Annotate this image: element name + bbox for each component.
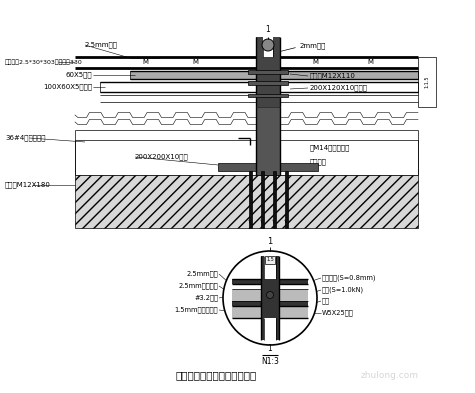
- Text: 100X60X5角钢柱: 100X60X5角钢柱: [43, 84, 92, 90]
- Text: 60X5钢板: 60X5钢板: [66, 72, 92, 78]
- Bar: [263, 37, 273, 57]
- Text: 36#4级钢角钢柱: 36#4级钢角钢柱: [5, 135, 46, 141]
- Text: zhulong.com: zhulong.com: [361, 371, 419, 380]
- Text: M: M: [367, 59, 373, 66]
- Text: M: M: [142, 59, 148, 66]
- Text: M: M: [312, 59, 318, 66]
- Circle shape: [262, 39, 274, 51]
- Text: 2mm牛板: 2mm牛板: [300, 43, 326, 49]
- Bar: [256, 37, 280, 107]
- Text: 1.5mm钢钢钢钢钢: 1.5mm钢钢钢钢钢: [174, 307, 218, 313]
- Text: 钢板: 钢板: [322, 298, 330, 304]
- Bar: [265, 256, 275, 264]
- Bar: [248, 94, 288, 97]
- Circle shape: [266, 292, 274, 299]
- Bar: [264, 256, 276, 279]
- Text: 石墨钢M12X110: 石墨钢M12X110: [310, 73, 356, 79]
- Text: 1:1.5: 1:1.5: [425, 76, 429, 88]
- Bar: [285, 171, 287, 228]
- Bar: [248, 171, 251, 228]
- Text: 1.5: 1.5: [266, 257, 274, 262]
- Text: 1: 1: [267, 344, 272, 353]
- Bar: [100, 82, 418, 92]
- Bar: [273, 171, 276, 228]
- Text: N1:3: N1:3: [261, 357, 279, 366]
- Text: 铝单板厚2.5*30*303钢轨柱距330: 铝单板厚2.5*30*303钢轨柱距330: [5, 59, 83, 65]
- Bar: [232, 306, 308, 318]
- Bar: [418, 57, 436, 107]
- Bar: [260, 171, 264, 228]
- Bar: [232, 279, 308, 284]
- Bar: [75, 175, 418, 228]
- Bar: [248, 81, 288, 85]
- Text: 铝单板立柱安装节点图（二）: 铝单板立柱安装节点图（二）: [175, 370, 256, 380]
- Text: 200X120X10钢钢板: 200X120X10钢钢板: [310, 85, 368, 91]
- Text: 2.5mm钢牛: 2.5mm钢牛: [186, 271, 218, 277]
- Text: 2.5mm钢牛: 2.5mm钢牛: [85, 42, 118, 48]
- Bar: [232, 289, 308, 301]
- Text: 1: 1: [266, 25, 270, 34]
- Bar: [75, 57, 418, 68]
- Bar: [218, 163, 318, 171]
- Text: 钢钢钢钢: 钢钢钢钢: [310, 159, 327, 165]
- Bar: [75, 140, 418, 175]
- Text: 钢板(S=1.0kN): 钢板(S=1.0kN): [322, 287, 364, 293]
- Bar: [261, 256, 279, 340]
- Text: M: M: [192, 59, 198, 66]
- Text: 钢M14钢角钢钢钢: 钢M14钢角钢钢钢: [310, 145, 351, 151]
- Text: W5X25钢牛: W5X25钢牛: [322, 310, 354, 316]
- Bar: [232, 301, 308, 306]
- Bar: [256, 107, 280, 175]
- Bar: [264, 318, 276, 340]
- Text: 钢锚栓M12X180: 钢锚栓M12X180: [5, 182, 51, 188]
- Text: #3.2钢钢: #3.2钢钢: [194, 295, 218, 301]
- Text: 钢板钢板(S=0.8mm): 钢板钢板(S=0.8mm): [322, 275, 377, 281]
- Text: 1: 1: [267, 237, 273, 246]
- Text: 200X200X10钢板: 200X200X10钢板: [135, 154, 189, 160]
- Bar: [248, 70, 288, 74]
- Bar: [232, 284, 308, 289]
- Circle shape: [223, 251, 317, 345]
- Bar: [130, 71, 418, 79]
- Text: 2.5mm钢钢钢牛: 2.5mm钢钢钢牛: [179, 283, 218, 289]
